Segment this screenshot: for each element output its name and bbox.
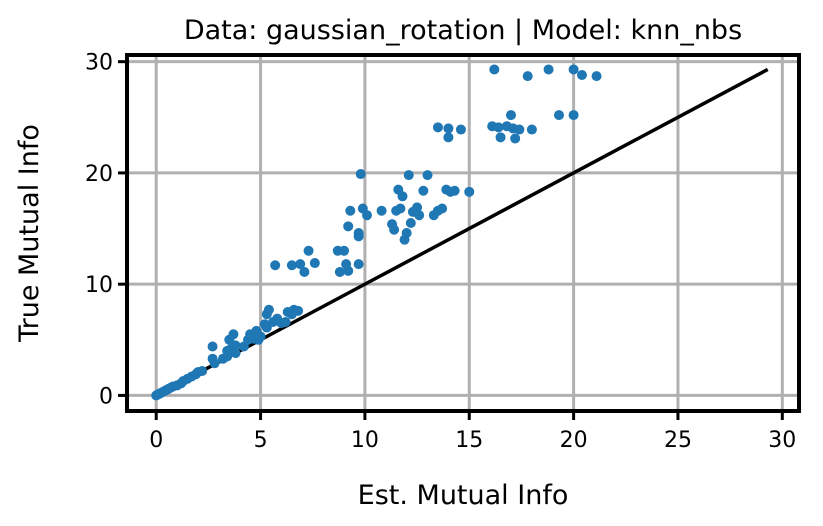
data-point xyxy=(353,228,364,238)
data-point xyxy=(412,202,423,213)
data-point xyxy=(228,329,239,340)
data-point xyxy=(401,228,412,238)
data-point xyxy=(263,304,274,315)
x-tick-label: 30 xyxy=(768,428,796,453)
data-point xyxy=(432,122,443,133)
data-point xyxy=(510,133,521,144)
data-point xyxy=(222,351,233,362)
data-point xyxy=(405,217,416,228)
data-point xyxy=(334,266,345,277)
data-point xyxy=(395,203,406,214)
data-point xyxy=(403,170,414,181)
data-point xyxy=(514,124,525,135)
data-point xyxy=(568,110,579,121)
y-tick-label: 10 xyxy=(85,273,113,298)
data-point xyxy=(522,71,533,82)
y-tick-label: 0 xyxy=(99,384,113,409)
axis-ticks: 0 5 10 15 20 25 30 0 10 20 30 xyxy=(85,51,796,453)
data-point xyxy=(207,341,218,352)
data-point xyxy=(591,71,602,82)
data-points xyxy=(151,64,602,401)
data-point xyxy=(443,123,454,134)
data-point xyxy=(345,205,356,216)
x-tick-label: 20 xyxy=(560,428,588,453)
data-point xyxy=(343,221,354,232)
x-tick-label: 25 xyxy=(664,428,692,453)
data-point xyxy=(443,132,454,143)
data-point xyxy=(299,266,310,277)
x-tick-label: 15 xyxy=(455,428,483,453)
data-point xyxy=(207,353,218,364)
data-point xyxy=(397,191,408,202)
data-point xyxy=(286,260,297,271)
data-point xyxy=(303,245,314,256)
chart-title: Data: gaussian_rotation | Model: knn_nbs xyxy=(184,15,742,46)
data-point xyxy=(495,132,506,143)
data-point xyxy=(493,122,504,133)
data-point xyxy=(332,245,343,256)
data-point xyxy=(309,258,320,269)
data-point xyxy=(455,124,466,135)
data-point xyxy=(543,64,554,75)
data-point xyxy=(376,205,387,216)
data-point xyxy=(341,259,352,270)
data-point xyxy=(280,317,291,327)
data-point xyxy=(414,210,425,221)
data-point xyxy=(576,70,587,81)
data-point xyxy=(526,124,537,135)
plot-frame xyxy=(125,53,801,413)
data-point xyxy=(259,319,270,330)
data-point xyxy=(489,64,500,75)
data-point xyxy=(464,186,475,197)
data-point xyxy=(197,365,208,376)
data-point xyxy=(230,348,241,359)
data-point xyxy=(418,185,429,196)
data-point xyxy=(568,64,579,75)
x-tick-label: 10 xyxy=(351,428,379,453)
data-point xyxy=(295,259,306,270)
data-point xyxy=(449,185,460,196)
data-point xyxy=(422,170,433,181)
data-point xyxy=(362,210,372,221)
data-point xyxy=(389,224,400,235)
y-tick-label: 20 xyxy=(85,162,113,187)
data-point xyxy=(251,325,262,336)
x-axis-label: Est. Mutual Info xyxy=(358,480,569,511)
data-point xyxy=(270,260,281,271)
grid-lines xyxy=(127,55,799,411)
x-tick-label: 5 xyxy=(254,428,268,453)
data-point xyxy=(437,203,448,214)
y-tick-label: 30 xyxy=(85,51,113,76)
data-point xyxy=(353,259,364,270)
data-point xyxy=(506,110,516,121)
data-point xyxy=(293,305,304,316)
data-point xyxy=(355,169,366,180)
y-axis-label: True Mutual Info xyxy=(14,124,45,343)
data-point xyxy=(554,110,564,121)
x-tick-label: 0 xyxy=(149,428,163,453)
